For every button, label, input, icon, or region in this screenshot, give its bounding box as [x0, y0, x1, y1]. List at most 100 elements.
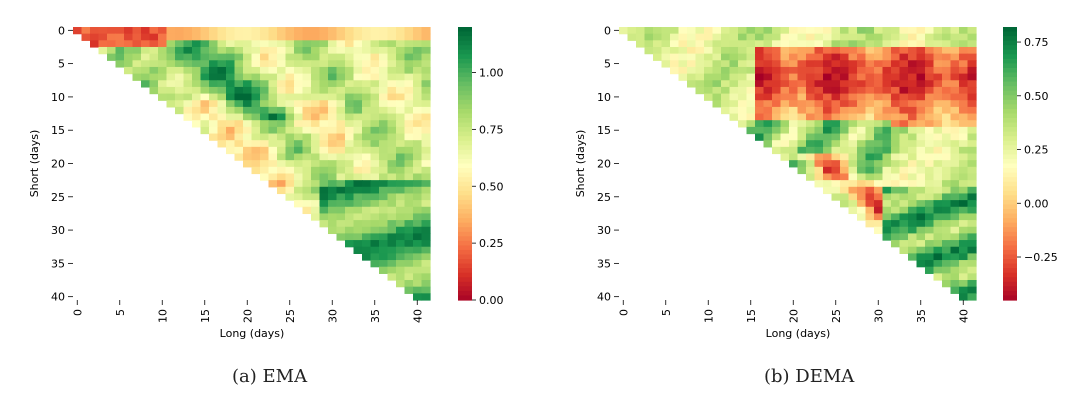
dema-cell — [755, 93, 765, 101]
dema-cell — [865, 66, 875, 75]
ema-cell — [175, 53, 185, 61]
dema-cell — [959, 153, 969, 161]
dema-cell — [874, 186, 884, 195]
dema-cell — [780, 80, 790, 88]
ema-cell — [345, 180, 355, 188]
dema-cell — [857, 53, 867, 61]
dema-cell — [925, 53, 935, 61]
dema-cell — [891, 120, 901, 128]
dema-cell — [806, 40, 816, 48]
ema-cell — [277, 146, 287, 155]
ema-cell — [396, 33, 406, 41]
dema-cell — [959, 66, 969, 75]
dema-cell — [755, 80, 765, 88]
ema-cell — [132, 46, 142, 55]
ema-cell — [421, 133, 431, 141]
ema-cell — [268, 33, 278, 41]
ema-cell — [311, 200, 321, 208]
dema-cell — [882, 206, 892, 215]
dema-cell — [891, 27, 901, 35]
dema-cell — [967, 253, 977, 261]
ema-cell — [379, 46, 389, 55]
dema-cell — [916, 186, 926, 195]
dema-cell — [721, 40, 731, 48]
ema-cell — [336, 93, 346, 101]
dema-cell — [721, 27, 731, 35]
ema-cell — [379, 60, 389, 68]
dema-cell — [840, 186, 850, 195]
dema-cell — [848, 186, 858, 195]
ema-cell — [379, 260, 389, 268]
ema-cell — [209, 133, 219, 141]
dema-cell — [780, 40, 790, 48]
ema-cell — [302, 93, 312, 101]
dema-cell — [831, 180, 841, 188]
dema-cell — [831, 73, 841, 81]
ema-cell — [141, 33, 151, 41]
ema-cell — [387, 166, 397, 175]
ema-cell — [251, 153, 261, 161]
ema-cell — [285, 46, 295, 55]
ema-cell — [328, 200, 338, 208]
ema-cell — [209, 86, 219, 95]
ema-cell — [285, 66, 295, 75]
ema-cell — [268, 120, 278, 128]
dema-cell — [840, 73, 850, 81]
ema-cell — [421, 193, 431, 201]
ema-cell — [251, 73, 261, 81]
ema-cell — [353, 93, 363, 101]
dema-cell — [899, 53, 909, 61]
ema-cell — [183, 60, 193, 68]
dema-cell — [899, 140, 909, 148]
ema-cell — [379, 33, 389, 41]
ema-cell — [387, 46, 397, 55]
ema-cell — [396, 126, 406, 135]
dema-cell — [797, 120, 807, 128]
dema-cell — [916, 86, 926, 95]
ema-cell — [251, 100, 261, 108]
ema-colorbar-segment — [458, 140, 472, 146]
dema-cell — [797, 140, 807, 148]
dema-cell — [865, 213, 875, 221]
dema-cell — [916, 27, 926, 35]
ema-cell — [243, 27, 253, 35]
dema-cell — [933, 106, 943, 115]
ema-cell — [158, 93, 168, 101]
dema-cell — [882, 106, 892, 115]
dema-cell — [831, 40, 841, 48]
dema-cell — [916, 106, 926, 115]
dema-cell — [950, 46, 960, 55]
ema-cell — [226, 73, 236, 81]
ema-cell — [404, 27, 414, 35]
ema-cell — [260, 153, 270, 161]
dema-cell — [755, 86, 765, 95]
ema-cell — [226, 66, 236, 75]
dema-cell — [865, 160, 875, 168]
dema-cell — [933, 100, 943, 108]
ema-cell — [379, 233, 389, 241]
dema-cell — [865, 200, 875, 208]
ema-cell — [328, 226, 338, 235]
dema-cell — [959, 213, 969, 221]
ema-cell — [328, 173, 338, 181]
ema-cell — [345, 173, 355, 181]
dema-cell — [967, 173, 977, 181]
ema-cell — [260, 66, 270, 75]
ema-cell — [421, 33, 431, 41]
ema-cell — [379, 93, 389, 101]
dema-cell — [942, 53, 952, 61]
ema-cell — [200, 120, 210, 128]
ema-cell — [362, 180, 372, 188]
ema-cell — [98, 33, 108, 41]
ema-cell — [370, 226, 380, 235]
ema-cell — [234, 86, 244, 95]
ema-cell — [396, 133, 406, 141]
dema-cell — [959, 140, 969, 148]
ema-cell — [149, 53, 159, 61]
ema-cell — [387, 260, 397, 268]
ema-cell — [90, 40, 100, 48]
dema-cell — [899, 213, 909, 221]
dema-cell — [950, 233, 960, 241]
dema-cell — [789, 106, 799, 115]
ema-cell — [107, 27, 117, 35]
